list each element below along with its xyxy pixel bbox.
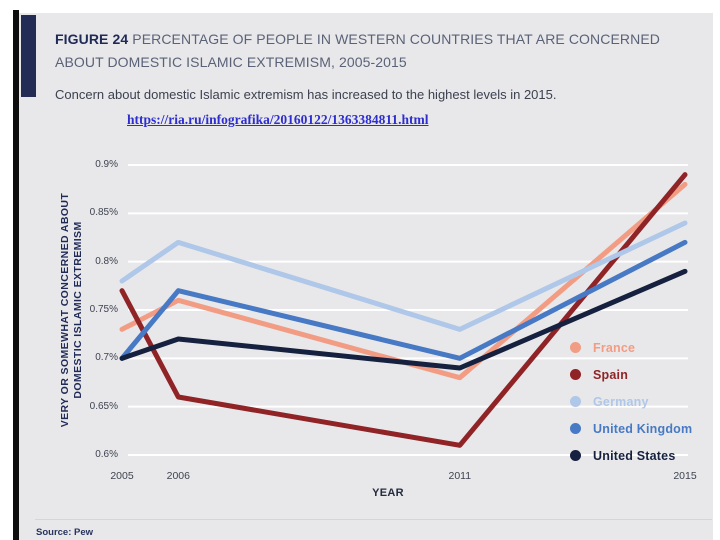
figure-title-text: PERCENTAGE OF PEOPLE IN WESTERN COUNTRIE… bbox=[55, 31, 660, 70]
y-tick-label: 0.9% bbox=[95, 159, 118, 170]
legend-label: United Kingdom bbox=[593, 421, 693, 436]
x-tick-label: 2015 bbox=[673, 470, 697, 482]
title-accent-bar bbox=[21, 15, 36, 97]
legend: France Spain Germany United Kingdom United S… bbox=[570, 334, 692, 469]
legend-dot-france bbox=[570, 342, 581, 353]
line-united-states bbox=[119, 268, 688, 371]
y-tick-label: 0.6% bbox=[95, 449, 118, 460]
y-tick-label: 0.65% bbox=[89, 400, 118, 412]
source-link[interactable]: https://ria.ru/infografika/20160122/1363… bbox=[127, 112, 429, 127]
line-france bbox=[119, 181, 688, 381]
source-note: Source: Pew bbox=[36, 527, 94, 538]
x-tick-label: 2006 bbox=[166, 470, 190, 482]
legend-item-spain: Spain bbox=[570, 361, 692, 388]
legend-label: France bbox=[593, 340, 636, 355]
legend-item-united-kingdom: United Kingdom bbox=[570, 415, 692, 442]
legend-dot-germany bbox=[570, 396, 581, 407]
line-spain bbox=[119, 172, 688, 448]
legend-label: United States bbox=[593, 448, 676, 463]
line-germany bbox=[119, 220, 688, 332]
line-united-kingdom bbox=[119, 239, 688, 361]
x-tick-label: 2005 bbox=[110, 470, 134, 482]
y-tick-label: 0.75% bbox=[89, 304, 118, 315]
legend-item-germany: Germany bbox=[570, 388, 692, 415]
y-tick-label: 0.8% bbox=[95, 255, 118, 267]
legend-label: Spain bbox=[593, 367, 629, 382]
figure-title: FIGURE 24 PERCENTAGE OF PEOPLE IN WESTER… bbox=[55, 28, 683, 74]
legend-label: Germany bbox=[593, 394, 649, 409]
x-axis-title: YEAR bbox=[372, 487, 404, 499]
legend-item-france: France bbox=[570, 334, 692, 361]
figure-label: FIGURE 24 bbox=[55, 31, 129, 47]
left-accent-bar bbox=[13, 10, 19, 540]
legend-dot-united-kingdom bbox=[570, 423, 581, 434]
y-tick-label: 0.7% bbox=[95, 352, 118, 364]
legend-item-united-states: United States bbox=[570, 442, 692, 469]
footer-divider bbox=[35, 519, 712, 520]
plot-area bbox=[119, 164, 688, 456]
figure-subtitle: Concern about domestic Islamic extremism… bbox=[55, 87, 557, 102]
x-tick-label: 2011 bbox=[448, 470, 472, 482]
y-tick-label: 0.85% bbox=[89, 207, 118, 219]
legend-dot-spain bbox=[570, 369, 581, 380]
legend-dot-united-states bbox=[570, 450, 581, 461]
